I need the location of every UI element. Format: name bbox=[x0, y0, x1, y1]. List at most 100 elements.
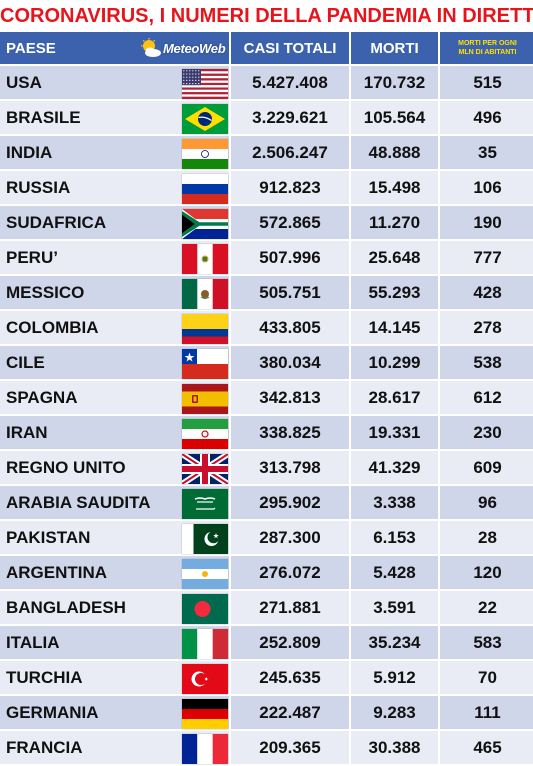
country-name: COLOMBIA bbox=[6, 317, 99, 337]
cases-cell: 271.881 bbox=[231, 591, 349, 626]
country-name: ITALIA bbox=[6, 632, 60, 652]
per-million-cell: 22 bbox=[440, 591, 533, 626]
country-cell: ARGENTINA bbox=[0, 556, 229, 591]
deaths-cell: 11.270 bbox=[351, 206, 438, 241]
country-cell: COLOMBIA bbox=[0, 311, 229, 346]
deaths-cell: 10.299 bbox=[351, 346, 438, 381]
cases-cell: 222.487 bbox=[231, 696, 349, 731]
table-row: INDIA 2.506.247 48.888 35 bbox=[0, 136, 533, 171]
per-million-cell: 190 bbox=[440, 206, 533, 241]
cases-cell: 2.506.247 bbox=[231, 136, 349, 171]
country-name: BRASILE bbox=[6, 107, 81, 127]
deaths-cell: 9.283 bbox=[351, 696, 438, 731]
deaths-cell: 25.648 bbox=[351, 241, 438, 276]
table-row: GERMANIA 222.487 9.283 111 bbox=[0, 696, 533, 731]
cases-cell: 313.798 bbox=[231, 451, 349, 486]
country-cell: SPAGNA bbox=[0, 381, 229, 416]
cases-cell: 912.823 bbox=[231, 171, 349, 206]
deaths-cell: 35.234 bbox=[351, 626, 438, 661]
country-cell: FRANCIA bbox=[0, 731, 229, 766]
table-row: BANGLADESH 271.881 3.591 22 bbox=[0, 591, 533, 626]
country-name: PERU’ bbox=[6, 247, 58, 267]
per-million-cell: 106 bbox=[440, 171, 533, 206]
cases-cell: 380.034 bbox=[231, 346, 349, 381]
saudi-arabia-flag-icon bbox=[182, 489, 228, 519]
deaths-cell: 28.617 bbox=[351, 381, 438, 416]
per-million-cell: 111 bbox=[440, 696, 533, 731]
per-million-cell: 465 bbox=[440, 731, 533, 766]
italy-flag-icon bbox=[182, 629, 228, 659]
per-million-cell: 230 bbox=[440, 416, 533, 451]
per-million-cell: 96 bbox=[440, 486, 533, 521]
country-cell: CILE bbox=[0, 346, 229, 381]
country-name: TURCHIA bbox=[6, 667, 83, 687]
country-name: BANGLADESH bbox=[6, 597, 126, 617]
deaths-cell: 170.732 bbox=[351, 66, 438, 101]
country-cell: PERU’ bbox=[0, 241, 229, 276]
per-million-cell: 278 bbox=[440, 311, 533, 346]
page-title: CORONAVIRUS, I NUMERI DELLA PANDEMIA IN … bbox=[0, 5, 533, 27]
table-row: USA 5.427.408 170.732 515 bbox=[0, 66, 533, 101]
colombia-flag-icon bbox=[182, 314, 228, 344]
country-cell: MESSICO bbox=[0, 276, 229, 311]
cases-cell: 276.072 bbox=[231, 556, 349, 591]
cases-cell: 505.751 bbox=[231, 276, 349, 311]
france-flag-icon bbox=[182, 734, 228, 764]
per-million-header-line1: MORTI PER OGNI bbox=[458, 40, 517, 47]
cases-cell: 209.365 bbox=[231, 731, 349, 766]
table-row: COLOMBIA 433.805 14.145 278 bbox=[0, 311, 533, 346]
per-million-cell: 428 bbox=[440, 276, 533, 311]
deaths-cell: 3.338 bbox=[351, 486, 438, 521]
country-name: ARABIA SAUDITA bbox=[6, 492, 151, 512]
table-header-row: PAESE MeteoWeb CASI TOTALI MORTI bbox=[0, 32, 533, 66]
sun-cloud-icon bbox=[141, 38, 161, 57]
uk-flag-icon bbox=[182, 454, 228, 484]
deaths-cell: 55.293 bbox=[351, 276, 438, 311]
cases-cell: 3.229.621 bbox=[231, 101, 349, 136]
usa-flag-icon bbox=[182, 69, 228, 99]
cases-cell: 287.300 bbox=[231, 521, 349, 556]
deaths-cell: 6.153 bbox=[351, 521, 438, 556]
deaths-cell: 5.428 bbox=[351, 556, 438, 591]
country-cell: TURCHIA bbox=[0, 661, 229, 696]
cases-cell: 295.902 bbox=[231, 486, 349, 521]
country-cell: ITALIA bbox=[0, 626, 229, 661]
country-name: FRANCIA bbox=[6, 737, 83, 757]
country-cell: INDIA bbox=[0, 136, 229, 171]
deaths-cell: 14.145 bbox=[351, 311, 438, 346]
deaths-cell: 5.912 bbox=[351, 661, 438, 696]
logo-text: MeteoWeb bbox=[163, 40, 226, 56]
country-cell: BANGLADESH bbox=[0, 591, 229, 626]
per-million-cell: 583 bbox=[440, 626, 533, 661]
deaths-cell: 41.329 bbox=[351, 451, 438, 486]
per-million-column-header: MORTI PER OGNI MLN DI ABITANTI bbox=[440, 32, 533, 66]
deaths-column-header: MORTI bbox=[351, 32, 438, 66]
per-million-cell: 515 bbox=[440, 66, 533, 101]
country-name: INDIA bbox=[6, 142, 53, 162]
table-row: BRASILE 3.229.621 105.564 496 bbox=[0, 101, 533, 136]
country-cell: BRASILE bbox=[0, 101, 229, 136]
iran-flag-icon bbox=[182, 419, 228, 449]
deaths-cell: 15.498 bbox=[351, 171, 438, 206]
table-row: PAKISTAN 287.300 6.153 28 bbox=[0, 521, 533, 556]
country-cell: SUDAFRICA bbox=[0, 206, 229, 241]
country-name: SPAGNA bbox=[6, 387, 78, 407]
germany-flag-icon bbox=[182, 699, 228, 729]
country-name: ARGENTINA bbox=[6, 562, 108, 582]
per-million-cell: 28 bbox=[440, 521, 533, 556]
per-million-cell: 612 bbox=[440, 381, 533, 416]
deaths-cell: 105.564 bbox=[351, 101, 438, 136]
country-cell: ARABIA SAUDITA bbox=[0, 486, 229, 521]
table-row: RUSSIA 912.823 15.498 106 bbox=[0, 171, 533, 206]
deaths-cell: 19.331 bbox=[351, 416, 438, 451]
country-cell: IRAN bbox=[0, 416, 229, 451]
cases-cell: 433.805 bbox=[231, 311, 349, 346]
spain-flag-icon bbox=[182, 384, 228, 414]
south-africa-flag-icon bbox=[182, 209, 228, 239]
per-million-cell: 35 bbox=[440, 136, 533, 171]
cases-column-header: CASI TOTALI bbox=[231, 32, 349, 66]
country-name: PAKISTAN bbox=[6, 527, 91, 547]
table-row: REGNO UNITO 313.798 41.329 609 bbox=[0, 451, 533, 486]
table-row: CILE 380.034 10.299 538 bbox=[0, 346, 533, 381]
cases-cell: 507.996 bbox=[231, 241, 349, 276]
